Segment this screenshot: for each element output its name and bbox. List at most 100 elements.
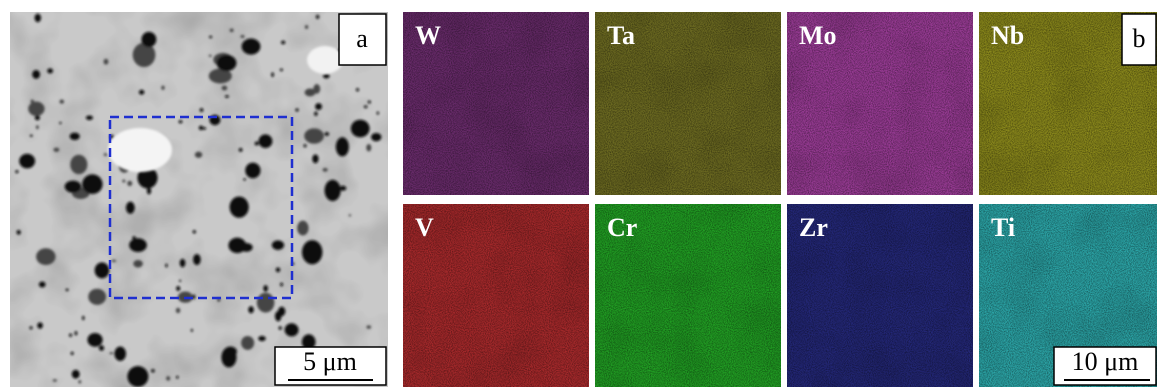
figure: a 5 μm WTaMoNbVCrZrTi b 10 μm	[0, 0, 1157, 387]
particle	[47, 68, 53, 73]
particle	[30, 135, 33, 137]
panel-label: b	[1133, 24, 1146, 53]
particle	[325, 132, 330, 136]
particle	[151, 369, 155, 372]
particle	[295, 108, 298, 111]
particle	[179, 280, 181, 282]
particle	[133, 260, 143, 267]
particle	[255, 141, 259, 145]
particle	[69, 334, 72, 337]
particle	[53, 148, 59, 152]
particle	[349, 214, 351, 216]
particle	[35, 115, 40, 120]
particle	[176, 308, 180, 313]
particle	[126, 202, 135, 214]
particle	[323, 74, 330, 79]
particle	[72, 370, 80, 379]
element-label: Ta	[607, 21, 635, 50]
particle	[203, 127, 206, 130]
scale-bar-label: 5 μm	[303, 347, 357, 376]
particle	[281, 41, 285, 45]
particle	[316, 15, 319, 19]
particle	[340, 186, 347, 191]
particle	[15, 170, 18, 173]
particle	[230, 28, 234, 32]
particle	[193, 254, 201, 265]
particle	[114, 346, 126, 361]
particle	[368, 100, 371, 103]
particle	[351, 120, 370, 138]
particle	[53, 379, 57, 381]
element-label: Zr	[799, 213, 828, 242]
eds-maps: WTaMoNbVCrZrTi	[403, 12, 1157, 387]
element-label: V	[415, 213, 434, 242]
particle	[209, 36, 212, 38]
particle	[66, 289, 69, 291]
particle	[280, 69, 283, 72]
particle	[166, 376, 170, 381]
particle	[75, 331, 78, 335]
particle	[312, 154, 318, 163]
bright-region	[307, 46, 343, 74]
particle	[17, 230, 21, 235]
particle	[29, 326, 32, 329]
particle	[367, 325, 371, 328]
particle	[129, 238, 147, 252]
particle	[245, 163, 260, 179]
particle	[112, 260, 117, 263]
particle	[176, 286, 180, 291]
particle	[127, 181, 132, 186]
particle	[323, 168, 328, 172]
particle	[259, 134, 273, 148]
particle	[104, 59, 109, 65]
particle	[78, 380, 81, 383]
particle	[109, 352, 113, 354]
particle	[280, 283, 283, 287]
particle	[86, 115, 93, 120]
particle	[248, 306, 254, 313]
particle	[258, 336, 266, 341]
particle	[243, 178, 246, 180]
particle	[279, 326, 282, 330]
particle	[36, 248, 55, 265]
particle	[127, 366, 148, 387]
particle	[371, 133, 381, 141]
particle	[87, 333, 102, 347]
particle	[82, 316, 85, 320]
particle	[176, 376, 178, 379]
particle	[165, 264, 167, 268]
particle	[88, 289, 106, 305]
particle	[141, 32, 156, 47]
particle	[257, 293, 275, 313]
particle	[315, 103, 322, 110]
particle	[193, 230, 196, 233]
particle	[304, 128, 324, 143]
bright-region	[108, 128, 172, 172]
particle	[199, 126, 203, 131]
particle	[39, 281, 46, 287]
particle	[240, 35, 244, 38]
particle	[230, 197, 249, 218]
particle	[305, 88, 316, 96]
particle	[179, 120, 183, 123]
particle	[82, 174, 102, 194]
particle	[32, 70, 40, 79]
particle	[241, 336, 254, 350]
particle	[70, 133, 80, 140]
particle	[37, 322, 43, 328]
particle	[221, 347, 236, 367]
particle	[95, 262, 110, 278]
particle	[132, 236, 136, 239]
particle	[336, 137, 349, 156]
element-label: W	[415, 21, 441, 50]
particle	[161, 86, 164, 90]
particle	[239, 148, 243, 152]
particle	[60, 100, 65, 104]
particle	[217, 55, 237, 71]
particle	[364, 105, 368, 108]
particle	[35, 14, 41, 23]
particle	[240, 243, 253, 252]
particle	[180, 259, 186, 268]
particle	[366, 144, 371, 151]
panel-label: a	[356, 24, 368, 53]
